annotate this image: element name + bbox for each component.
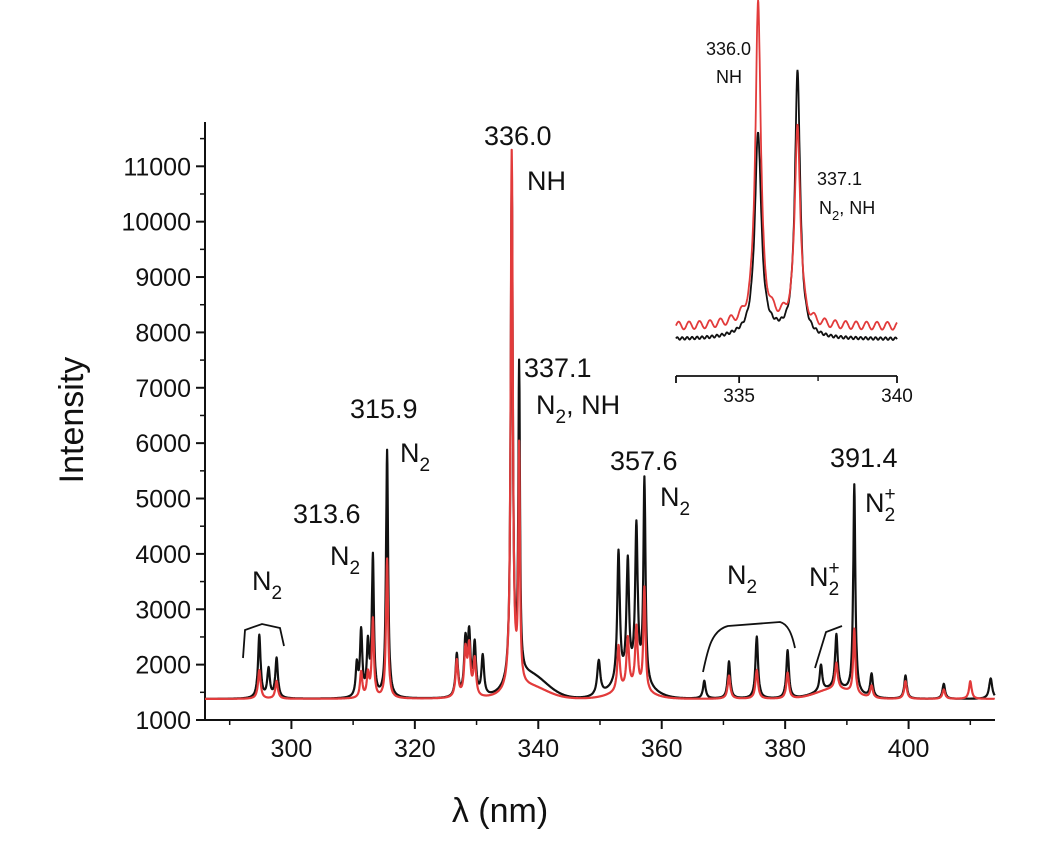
inset-series-line-black xyxy=(675,69,898,341)
annotation-391-4: 391.4 N+ 2 xyxy=(830,443,898,526)
annotation-336-0: 336.0 NH xyxy=(484,121,566,196)
annotation-337-1: 337.1 N2, NH xyxy=(524,353,620,428)
annotation-n2plus-band: N+ 2 xyxy=(809,558,843,669)
inset-label-337-1: 337.1 N2, NH xyxy=(817,169,875,223)
peak-value-337-1: 337.1 xyxy=(524,353,592,383)
y-tick-label-11000: 11000 xyxy=(123,153,191,181)
annotation-313-6: 313.6 N2 xyxy=(293,499,361,579)
annotation-n2-band-1-label: N2 xyxy=(252,566,282,604)
inset-x-tick-label-335: 335 xyxy=(723,386,755,407)
x-tick-label-340: 340 xyxy=(517,735,559,763)
x-tick-label-320: 320 xyxy=(394,735,436,763)
inset-peak-value-337-1: 337.1 xyxy=(817,169,862,189)
inset-series xyxy=(675,0,898,341)
annotation-357-6: 357.6 N2 xyxy=(610,446,690,520)
y-tick-label-4000: 4000 xyxy=(135,541,191,569)
x-tick-label-360: 360 xyxy=(641,735,683,763)
y-tick-label-8000: 8000 xyxy=(135,319,191,347)
inset-peak-species-337-1: N2, NH xyxy=(819,198,875,223)
y-tick-label-9000: 9000 xyxy=(135,264,191,292)
y-tick-label-6000: 6000 xyxy=(135,430,191,458)
annotation-n2plus-band-label: N+ 2 xyxy=(809,558,840,600)
y-axis-title: Intensity xyxy=(53,357,91,484)
peak-value-336-0: 336.0 xyxy=(484,121,552,151)
y-tick-label-3000: 3000 xyxy=(135,596,191,624)
x-tick-label-300: 300 xyxy=(271,735,313,763)
x-axis-title: λ (nm) xyxy=(452,792,548,830)
peak-value-313-6: 313.6 xyxy=(293,499,361,529)
y-tick-label-5000: 5000 xyxy=(135,486,191,514)
inset-label-336-0: 336.0 NH xyxy=(706,39,751,87)
inset-peak-species-336-0: NH xyxy=(716,67,742,87)
annotation-n2-band-2-label: N2 xyxy=(727,560,757,598)
peak-species-315-9: N2 xyxy=(400,438,430,476)
inset-series-line-red xyxy=(675,0,898,331)
peak-value-357-6: 357.6 xyxy=(610,446,678,476)
main-series xyxy=(204,148,996,700)
main-axes: 1000 2000 3000 4000 5000 6000 7000 8000 9000 1000… xyxy=(121,122,995,763)
x-tick-label-380: 380 xyxy=(764,735,806,763)
inset-peak-value-336-0: 336.0 xyxy=(706,39,751,59)
inset-chart: 335 340 336.0 NH 337.1 N2, NH xyxy=(675,0,913,407)
y-tick-label-7000: 7000 xyxy=(135,375,191,403)
x-tick-label-400: 400 xyxy=(888,735,930,763)
series-line-red xyxy=(204,148,996,700)
annotation-315-9: 315.9 N2 xyxy=(350,394,430,476)
inset-x-tick-label-340: 340 xyxy=(881,386,913,407)
annotation-n2-band-1: N2 xyxy=(242,566,285,659)
y-tick-label-10000: 10000 xyxy=(121,209,191,237)
peak-species-336-0: NH xyxy=(527,166,566,196)
peak-species-391-4: N+ 2 xyxy=(865,484,896,526)
bracket-n2plus-band xyxy=(814,625,843,669)
annotation-n2-band-2: N2 xyxy=(702,560,796,673)
y-tick-label-2000: 2000 xyxy=(135,652,191,680)
bracket-n2-band-2 xyxy=(702,621,796,673)
peak-species-357-6: N2 xyxy=(660,482,690,520)
bracket-n2-band-1 xyxy=(242,623,285,659)
peak-value-391-4: 391.4 xyxy=(830,443,898,473)
peak-species-337-1: N2, NH xyxy=(536,390,620,428)
y-tick-label-1000: 1000 xyxy=(135,707,191,735)
inset-axes: 335 340 xyxy=(675,375,913,407)
series-line-black xyxy=(204,178,996,700)
peak-species-313-6: N2 xyxy=(330,541,360,579)
peak-value-315-9: 315.9 xyxy=(350,394,418,424)
